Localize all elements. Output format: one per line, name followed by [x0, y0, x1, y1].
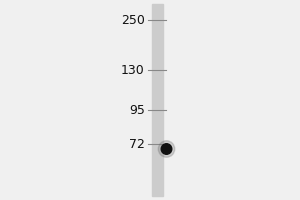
Text: 130: 130: [121, 64, 145, 76]
Bar: [152, 4, 163, 196]
Text: 72: 72: [129, 138, 145, 150]
Ellipse shape: [158, 141, 175, 157]
Text: 95: 95: [129, 104, 145, 116]
Text: 250: 250: [121, 14, 145, 26]
Ellipse shape: [161, 144, 172, 154]
